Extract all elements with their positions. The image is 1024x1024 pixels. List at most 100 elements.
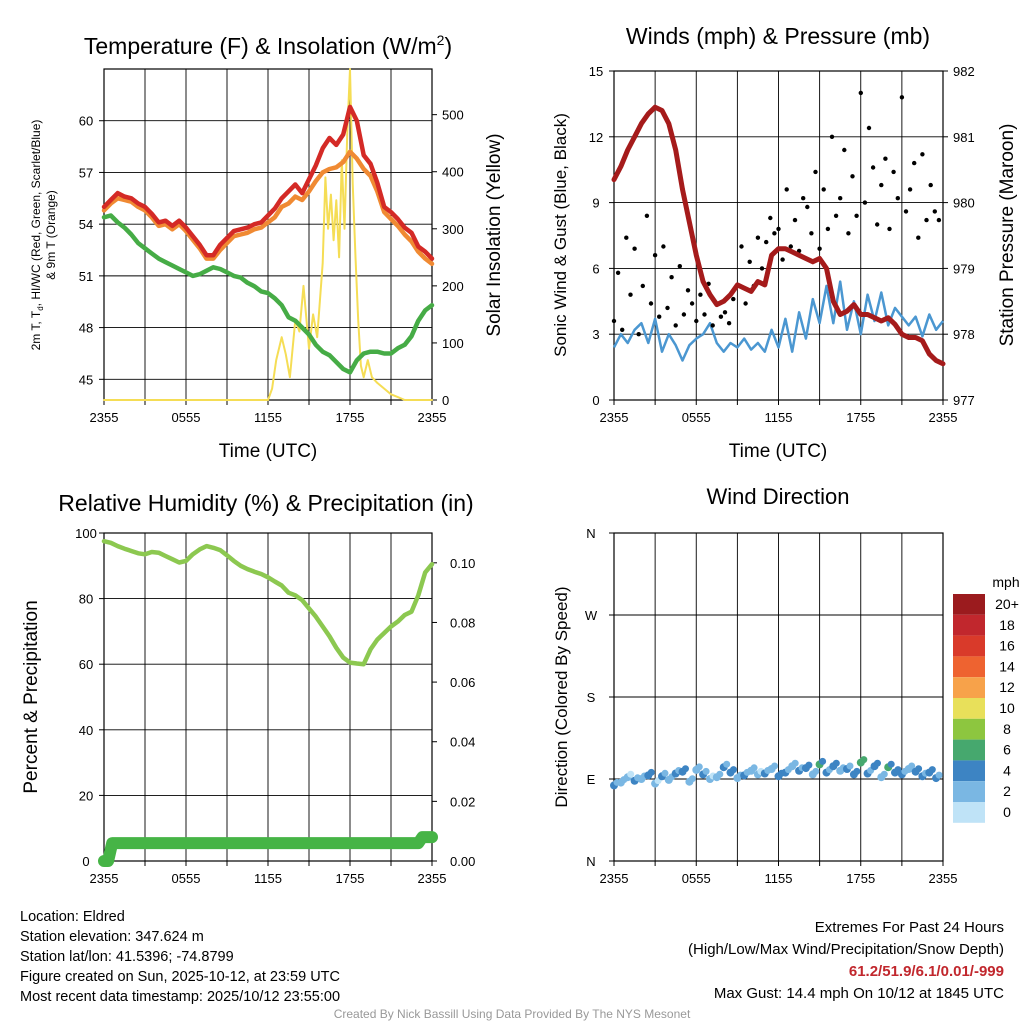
direction-point — [887, 760, 895, 768]
gust-point — [801, 196, 806, 201]
gust-point — [850, 174, 855, 179]
legend-label: 2 — [1003, 783, 1011, 799]
direction-point — [750, 764, 758, 772]
gust-point — [689, 301, 695, 306]
gust-point — [694, 318, 699, 324]
wdir-ylabel-left: Direction (Colored By Speed) — [552, 586, 571, 807]
wdir-ytick-label: N — [586, 854, 595, 869]
wdir-xtick-label: 2355 — [600, 871, 629, 886]
latlon-text: Station lat/lon: 41.5396; -74.8799 — [20, 949, 234, 965]
gust-point — [899, 95, 905, 100]
temp-rtick-label: 100 — [442, 336, 464, 351]
wind-rtick-label: 980 — [953, 196, 975, 211]
rh-xtick-label: 1155 — [254, 871, 282, 886]
wdir-xtick-label: 0555 — [682, 871, 711, 886]
gust-point — [903, 209, 909, 214]
rh-xtick-label: 1755 — [336, 871, 365, 886]
gust-point — [764, 239, 769, 245]
gust-point — [805, 204, 810, 210]
wind-xlabel: Time (UTC) — [729, 441, 828, 462]
wind-rtick-label: 981 — [953, 130, 975, 145]
gust-point — [862, 200, 868, 205]
gust-point — [788, 244, 793, 249]
direction-point — [688, 775, 696, 783]
temp-title-sup: 2 — [437, 32, 445, 48]
extremes-info: Extremes For Past 24 Hours (High/Low/Max… — [688, 917, 1004, 1005]
legend-label: 10 — [999, 700, 1015, 716]
wind-ytick-label: 12 — [589, 130, 603, 145]
temp-rtick-label: 0 — [442, 393, 449, 408]
temp-xtick-label: 1155 — [254, 410, 282, 425]
gust-point — [875, 222, 880, 227]
wind-rtick-label: 978 — [953, 327, 975, 342]
gust-point — [698, 292, 703, 297]
gust-point — [677, 264, 682, 269]
gust-point — [657, 314, 662, 319]
wdir-legend-title: mph — [992, 574, 1019, 590]
gust-point — [895, 196, 900, 201]
temp-rtick-label: 500 — [442, 108, 464, 123]
gust-point — [624, 235, 629, 240]
legend-swatch — [953, 635, 985, 657]
extremes-title: Extremes For Past 24 Hours — [814, 919, 1004, 936]
legend-swatch — [953, 614, 985, 636]
rh-ytick-label: 20 — [79, 788, 93, 803]
legend-label: 20+ — [995, 596, 1019, 612]
direction-point — [730, 766, 737, 774]
direction-point — [935, 771, 943, 779]
series-sonic-wind — [612, 280, 944, 362]
gust-point — [718, 314, 724, 319]
temp-title-main: Temperature (F) & Insolation (W/m — [84, 33, 437, 59]
location-text: Location: Eldred — [20, 909, 125, 925]
temp-ytick-label: 51 — [79, 269, 93, 284]
gust-point — [912, 160, 917, 166]
gust-point — [936, 217, 942, 223]
temp-ylabel-part: 2m T, T — [29, 310, 43, 350]
rh-xtick-label: 2355 — [418, 871, 447, 886]
legend-label: 0 — [1003, 804, 1011, 820]
gust-point — [636, 332, 641, 337]
gust-point — [702, 312, 707, 317]
rh-rtick-label: 0.08 — [450, 615, 475, 630]
legend-swatch — [953, 760, 985, 782]
series-2m-dewpoint — [101, 213, 435, 375]
gust-point — [722, 310, 728, 315]
wind-ylabel-right: Station Pressure (Maroon) — [997, 124, 1018, 347]
temp-ylabel-right: Solar Insolation (Yellow) — [484, 133, 505, 336]
series-relative-humidity — [101, 538, 435, 667]
wind-ytick-label: 0 — [592, 393, 599, 408]
direction-point — [723, 760, 731, 768]
gust-point — [809, 231, 814, 236]
gust-point — [829, 134, 835, 139]
gust-point — [932, 209, 937, 214]
gust-point — [661, 244, 666, 249]
gust-point — [665, 305, 670, 311]
gust-point — [916, 235, 921, 240]
wind-rtick-label: 982 — [953, 64, 975, 79]
temp-ylabel-sub: d — [36, 306, 45, 310]
wdir-xtick-label: 1155 — [765, 871, 793, 886]
series-2m-temperature — [101, 104, 435, 261]
legend-swatch — [953, 677, 985, 698]
wind-title: Winds (mph) & Pressure (mb) — [626, 23, 930, 49]
legend-label: 6 — [1003, 742, 1011, 758]
temp-xtick-label: 1755 — [336, 410, 365, 425]
gust-point — [710, 323, 715, 328]
gust-point — [838, 196, 843, 201]
gust-point — [743, 301, 748, 306]
direction-point — [819, 757, 827, 765]
direction-point — [695, 763, 703, 771]
direction-point — [908, 762, 916, 770]
gust-point — [870, 165, 876, 170]
gust-point — [632, 246, 637, 251]
wind-xtick-label: 1755 — [846, 410, 875, 425]
rh-ytick-label: 60 — [79, 657, 93, 672]
gust-point — [792, 217, 798, 223]
direction-point — [661, 769, 669, 777]
temp-ylabel-line2: & 9m T (Orange) — [44, 190, 58, 280]
series-station-pressure — [611, 104, 946, 367]
gust-point — [615, 270, 621, 275]
rh-ytick-label: 40 — [79, 723, 93, 738]
legend-label: 8 — [1003, 721, 1011, 737]
legend-label: 4 — [1003, 762, 1011, 778]
